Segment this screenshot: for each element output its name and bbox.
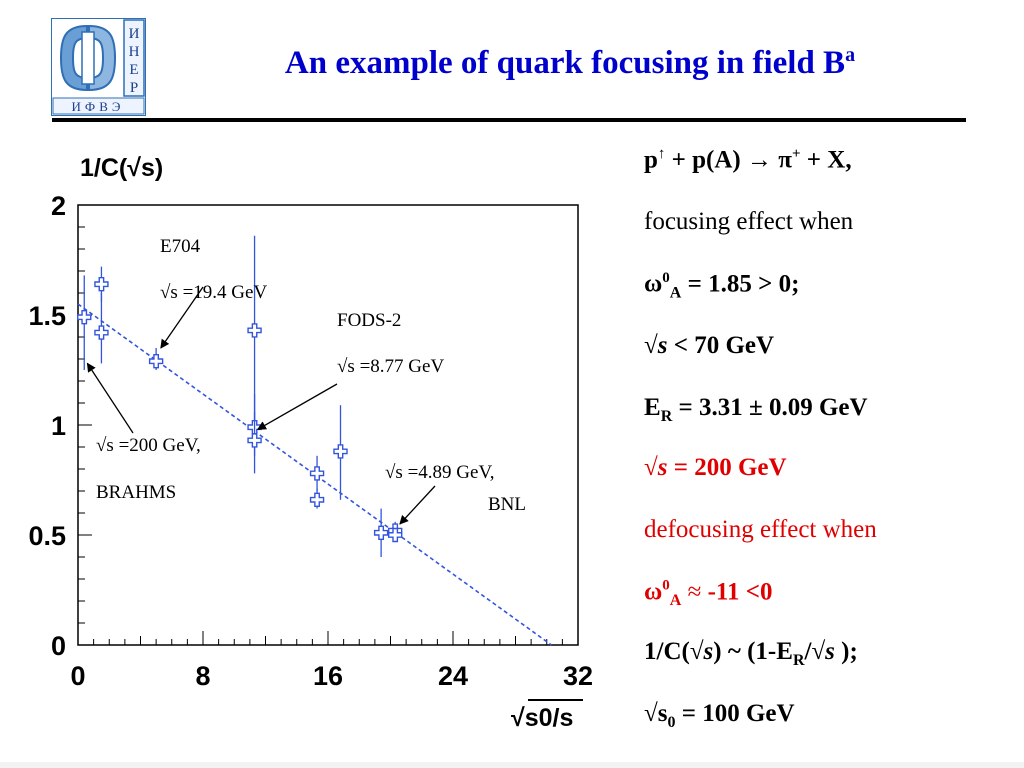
point-marker	[94, 277, 109, 292]
data-point	[94, 293, 109, 364]
point-marker	[333, 444, 348, 459]
data-point	[373, 508, 389, 557]
logo-letter-2: Н	[129, 44, 140, 60]
annotation-text: √s =8.77 GeV	[337, 356, 444, 377]
annotation-arrow	[256, 383, 338, 430]
x-tick-label: 16	[313, 661, 343, 691]
y-tick-label: 0.5	[28, 521, 66, 551]
data-point	[333, 405, 348, 500]
point-marker	[148, 354, 164, 369]
logo-letter-3: Е	[129, 62, 138, 78]
chart-axes: 0 8 16 24 32 0 0.5 1 1.5 2	[28, 191, 593, 691]
annotation-text: BNL	[488, 494, 526, 515]
point-marker	[387, 527, 403, 543]
annotation-arrow	[86, 362, 134, 434]
annotation-text: √s =200 GeV,	[96, 435, 201, 456]
x-tick-label: 24	[438, 661, 468, 691]
data-point	[387, 527, 403, 543]
title-divider	[52, 118, 966, 122]
reaction-line: p↑ + p(A) → π+ + X,	[644, 146, 852, 174]
point-marker	[247, 433, 262, 448]
ihep-logo: И Н Е Р ИФВЭ	[51, 18, 146, 116]
point-marker	[247, 323, 262, 338]
slide-title: An example of quark focusing in field Ba	[170, 44, 970, 82]
data-point	[309, 488, 325, 509]
footer-band	[0, 762, 1024, 768]
omega-focusing: ω0A = 1.85 > 0;	[644, 270, 800, 302]
logo-letter-4: Р	[130, 80, 138, 96]
data-point	[77, 275, 92, 370]
annotation-text: √s =19.4 GeV	[160, 282, 267, 303]
data-points	[77, 235, 403, 557]
y-tick-label: 0	[51, 631, 66, 661]
annotation-text: FODS-2	[337, 310, 401, 331]
point-marker	[309, 492, 325, 507]
c-formula: 1/C(√s) ~ (1-ER/√s );	[644, 638, 858, 669]
annotations: E704 √s =19.4 GeV FODS-2 √s =8.77 GeV √s =20…	[86, 236, 526, 525]
er-value: ER = 3.31 ± 0.09 GeV	[644, 394, 868, 425]
x-axis-label-text: √s0/s	[511, 704, 573, 732]
x-tick-label: 32	[563, 661, 593, 691]
y-axis-label: 1/C(√s)	[80, 154, 163, 182]
logo-letter-1: И	[129, 26, 140, 42]
x-tick-label: 0	[70, 661, 85, 691]
annotation-arrow	[160, 286, 204, 349]
annotation-text: E704	[160, 236, 201, 257]
fit-line-group	[77, 303, 552, 646]
energy-200: √s = 200 GeV	[644, 454, 787, 481]
data-point	[309, 455, 325, 491]
energy-limit: √s < 70 GeV	[644, 332, 775, 359]
chart-annotation: E704 √s =19.4 GeV	[160, 236, 267, 349]
x-axis-label: √s0/s	[511, 699, 583, 732]
omega-defocusing: ω0A ≈ -11 <0	[644, 578, 773, 610]
defocusing-label: defocusing effect when	[644, 516, 877, 543]
annotation-text: √s =4.89 GeV,	[385, 462, 494, 483]
chart-annotation: FODS-2 √s =8.77 GeV	[256, 310, 444, 430]
data-point	[247, 411, 262, 474]
point-marker	[309, 466, 325, 481]
s0-value: √s0 = 100 GeV	[644, 700, 795, 731]
data-point	[247, 235, 262, 425]
y-tick-label: 1	[51, 411, 66, 441]
y-tick-label: 2	[51, 191, 66, 221]
chart-annotation: √s =4.89 GeV, BNL	[385, 462, 526, 525]
focusing-label: focusing effect when	[644, 208, 854, 235]
focusing-chart: 0 8 16 24 32 0 0.5 1 1.5 2 E704 √s =19.4 GeV FODS-2…	[28, 154, 593, 732]
annotation-text: BRAHMS	[96, 482, 176, 503]
y-tick-label: 1.5	[28, 301, 66, 331]
slide-title-superscript: a	[845, 44, 856, 66]
point-marker	[77, 310, 92, 325]
x-tick-label: 8	[195, 661, 210, 691]
fit-line	[77, 303, 552, 646]
slide-title-text: An example of quark focusing in field B	[284, 45, 846, 81]
point-marker	[94, 325, 109, 340]
plot-frame	[77, 204, 579, 646]
data-point	[148, 348, 164, 370]
annotation-arrow	[399, 485, 436, 525]
logo-caption: ИФВЭ	[72, 99, 125, 114]
point-marker	[373, 525, 389, 540]
chart-annotation: √s =200 GeV, BRAHMS	[86, 362, 201, 503]
